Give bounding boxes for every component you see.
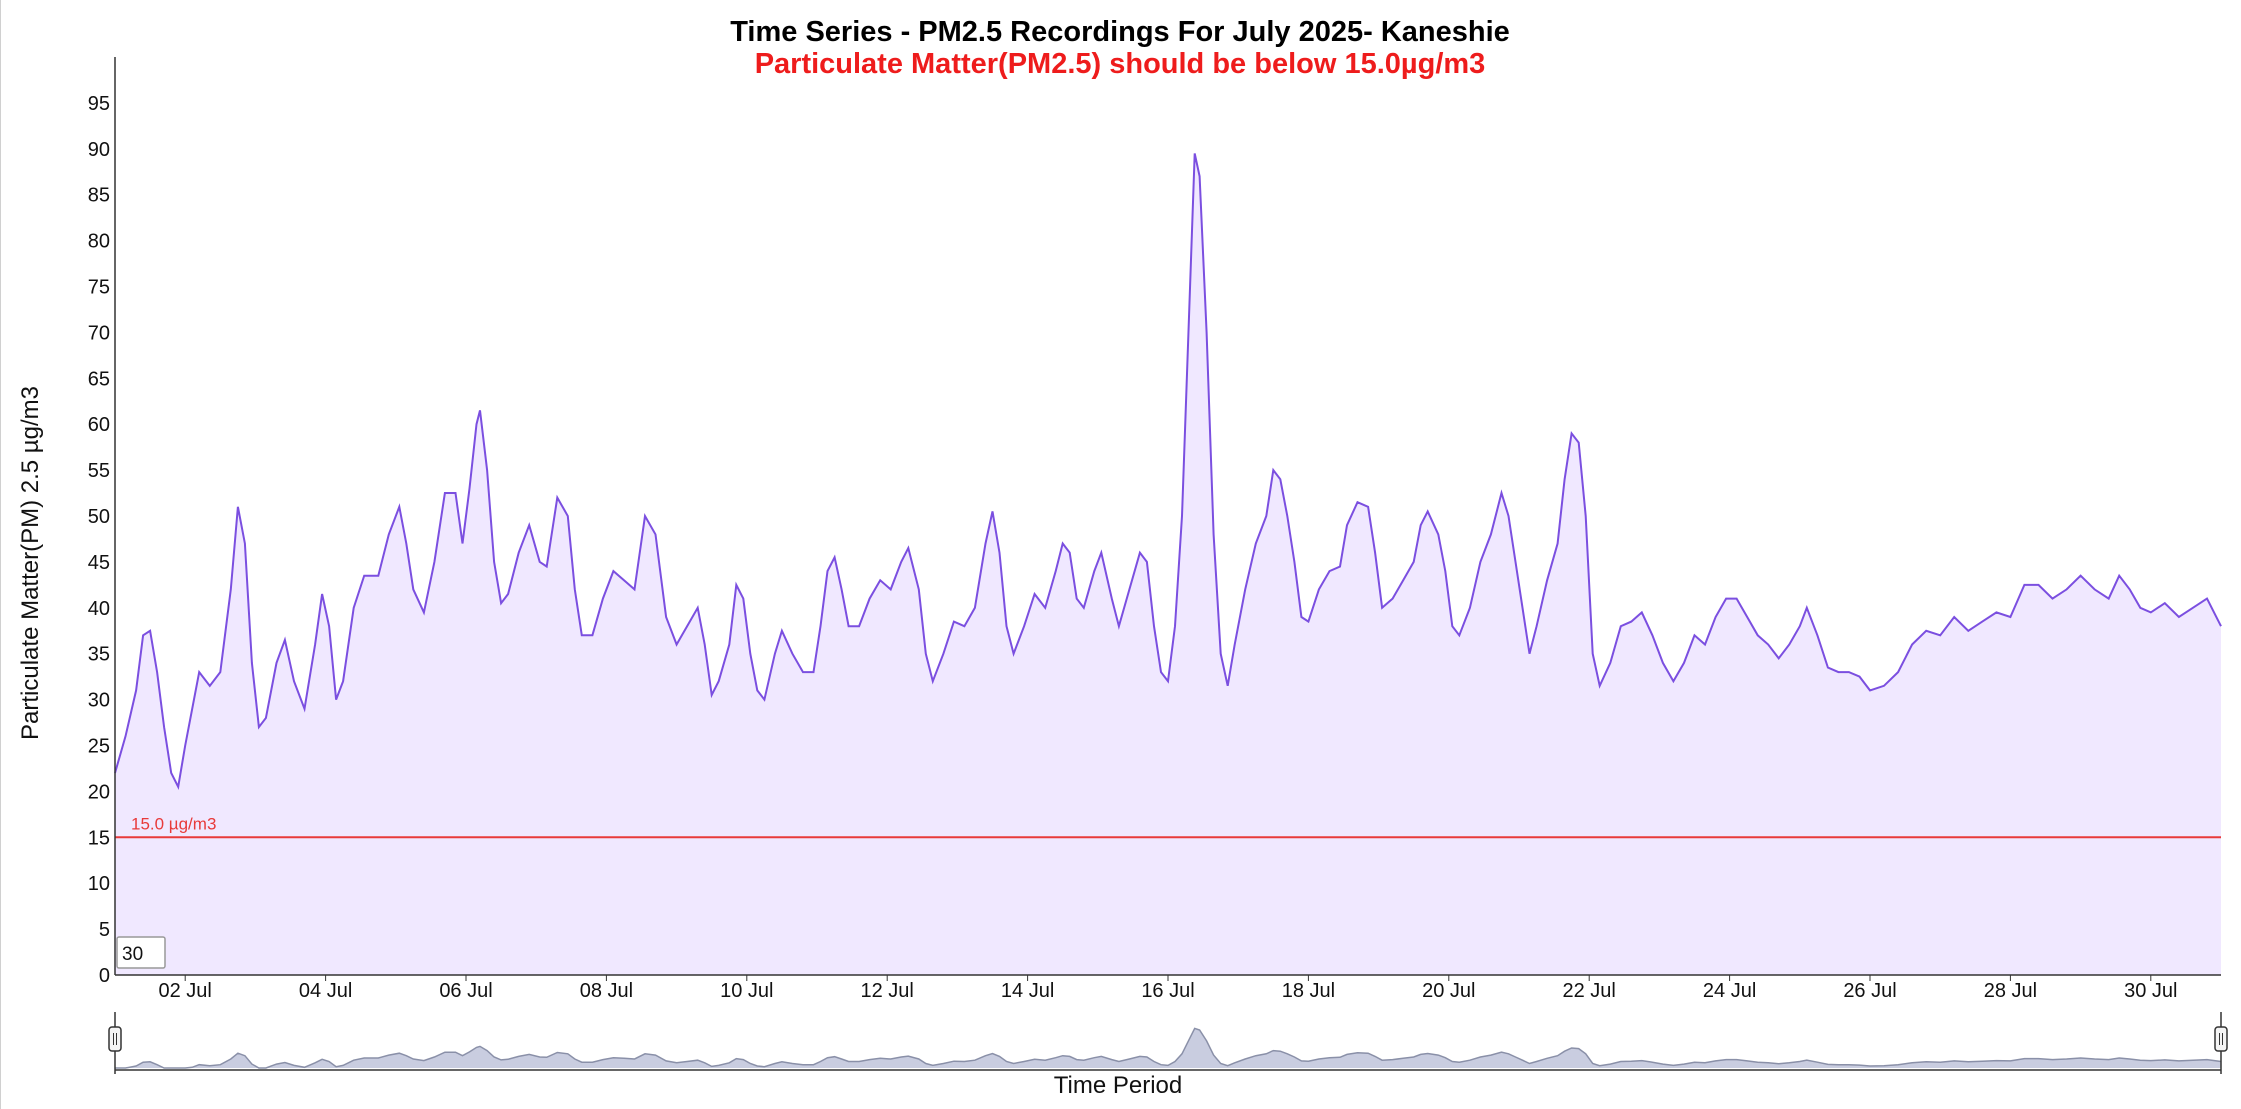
y-tick-label: 70 [88, 322, 110, 344]
x-tick-label: 12 Jul [861, 980, 914, 1002]
y-tick-label: 40 [88, 598, 110, 620]
x-tick-label: 02 Jul [159, 980, 212, 1002]
y-ticks: 0 5 10 15 20 25 30 35 40 45 50 55 60 65 70 75 80 85 90 95 [88, 93, 110, 987]
y-axis-label: Particulate Matter(PM) 2.5 µg/m3 [17, 386, 44, 740]
y-tick-label: 75 [88, 277, 110, 299]
navigator-line [115, 1027, 2222, 1069]
y-tick-label: 5 [99, 919, 110, 941]
x-tick-label: 24 Jul [1703, 980, 1756, 1002]
x-tick-label: 16 Jul [1141, 980, 1194, 1002]
navigator-area [115, 1028, 2221, 1068]
y-tick-label: 90 [88, 139, 110, 161]
x-tick-label: 04 Jul [299, 980, 352, 1002]
series-line [114, 153, 2222, 790]
y-tick-label: 50 [88, 506, 110, 528]
y-tick-label: 0 [99, 965, 110, 987]
y-tick-label: 10 [88, 873, 110, 895]
y-tick-label: 45 [88, 552, 110, 574]
y-tick-label: 60 [88, 414, 110, 436]
y-tick-label: 25 [88, 736, 110, 758]
x-tick-label: 06 Jul [439, 980, 492, 1002]
x-tick-label: 14 Jul [1001, 980, 1054, 1002]
x-axis-label: Time Period [1054, 1072, 1182, 1099]
navigator-left-handle[interactable] [108, 1026, 122, 1052]
y-tick-label: 55 [88, 460, 110, 482]
x-ticks: 02 Jul 04 Jul 06 Jul 08 Jul 10 Jul 12 Jul 14 J… [159, 975, 2177, 1002]
series-area-fill [115, 153, 2221, 975]
navigator[interactable] [108, 1012, 2228, 1074]
x-tick-label: 10 Jul [720, 980, 773, 1002]
y-tick-label: 30 [88, 690, 110, 712]
y-tick-label: 15 [88, 827, 110, 849]
threshold-label: 15.0 µg/m3 [131, 814, 216, 833]
navigator-right-handle[interactable] [2214, 1026, 2228, 1052]
y-tick-label: 95 [88, 93, 110, 115]
zoom-input-box[interactable]: 30 [116, 936, 166, 969]
chart-title: Time Series - PM2.5 Recordings For July … [730, 16, 1510, 48]
plot-area: 15.0 µg/m3 [114, 153, 2222, 975]
x-tick-label: 18 Jul [1282, 980, 1335, 1002]
x-tick-label: 08 Jul [580, 980, 633, 1002]
y-tick-label: 80 [88, 231, 110, 253]
zoom-input-value: 30 [122, 944, 143, 965]
y-tick-label: 65 [88, 368, 110, 390]
y-tick-label: 85 [88, 185, 110, 207]
page-left-border [0, 0, 1, 1109]
x-tick-label: 28 Jul [1984, 980, 2037, 1002]
x-tick-label: 22 Jul [1563, 980, 1616, 1002]
chart-subtitle: Particulate Matter(PM2.5) should be belo… [755, 48, 1486, 80]
y-tick-label: 20 [88, 781, 110, 803]
x-tick-label: 26 Jul [1843, 980, 1896, 1002]
y-tick-label: 35 [88, 644, 110, 666]
x-tick-label: 30 Jul [2124, 980, 2177, 1002]
x-tick-label: 20 Jul [1422, 980, 1475, 1002]
